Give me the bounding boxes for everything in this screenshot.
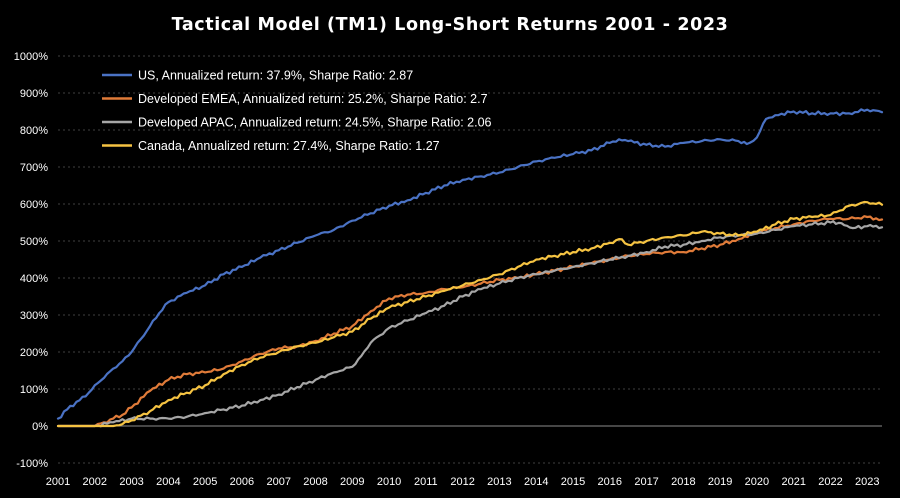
x-tick-label: 2022 [818,476,842,488]
x-tick-label: 2014 [524,476,548,488]
x-tick-label: 2003 [119,476,143,488]
y-tick-label: 300% [20,310,48,322]
x-tick-label: 2012 [450,476,474,488]
legend-entry: Developed APAC, Annualized return: 24.5%… [138,116,492,130]
series-layer [56,108,884,428]
series-line [56,200,884,428]
y-tick-label: 600% [20,199,48,211]
y-tick-label: -100% [16,458,48,470]
x-tick-label: 2019 [708,476,732,488]
grid-layer [58,55,882,464]
x-tick-label: 2004 [156,476,180,488]
y-tick-label: 700% [20,162,48,174]
y-tick-label: 0% [32,421,48,433]
x-tick-label: 2018 [671,476,695,488]
legend-entry: Canada, Annualized return: 27.4%, Sharpe… [138,139,440,153]
y-tick-label: 400% [20,273,48,285]
y-tick-label: 500% [20,236,48,248]
x-tick-label: 2015 [561,476,585,488]
x-tick-label: 2002 [83,476,107,488]
x-tick-label: 2013 [487,476,511,488]
y-tick-label: 900% [20,88,48,100]
chart-title: Tactical Model (TM1) Long-Short Returns … [172,15,729,35]
x-tick-label: 2006 [230,476,254,488]
x-tick-label: 2009 [340,476,364,488]
x-tick-label: 2021 [781,476,805,488]
legend-entry: US, Annualized return: 37.9%, Sharpe Rat… [138,69,413,83]
legend-entry: Developed EMEA, Annualized return: 25.2%… [138,92,488,106]
x-tick-label: 2016 [598,476,622,488]
y-tick-label: 100% [20,384,48,396]
x-tick-label: 2005 [193,476,217,488]
axis-layer: -100% 0% 100% 200% 300% 400% 500% 600% 700% 800% 9… [14,51,880,488]
x-tick-label: 2010 [377,476,401,488]
x-tick-label: 2008 [303,476,327,488]
y-tick-label: 200% [20,347,48,359]
y-tick-label: 800% [20,125,48,137]
legend: US, Annualized return: 37.9%, Sharpe Rat… [102,69,492,153]
x-tick-label: 2007 [266,476,290,488]
x-tick-label: 2017 [634,476,658,488]
x-tick-label: 2001 [46,476,70,488]
series-line [56,108,884,420]
x-tick-label: 2023 [855,476,879,488]
y-tick-label: 1000% [14,51,48,63]
series-line [56,220,884,428]
x-tick-label: 2011 [414,476,438,488]
x-tick-label: 2020 [745,476,769,488]
